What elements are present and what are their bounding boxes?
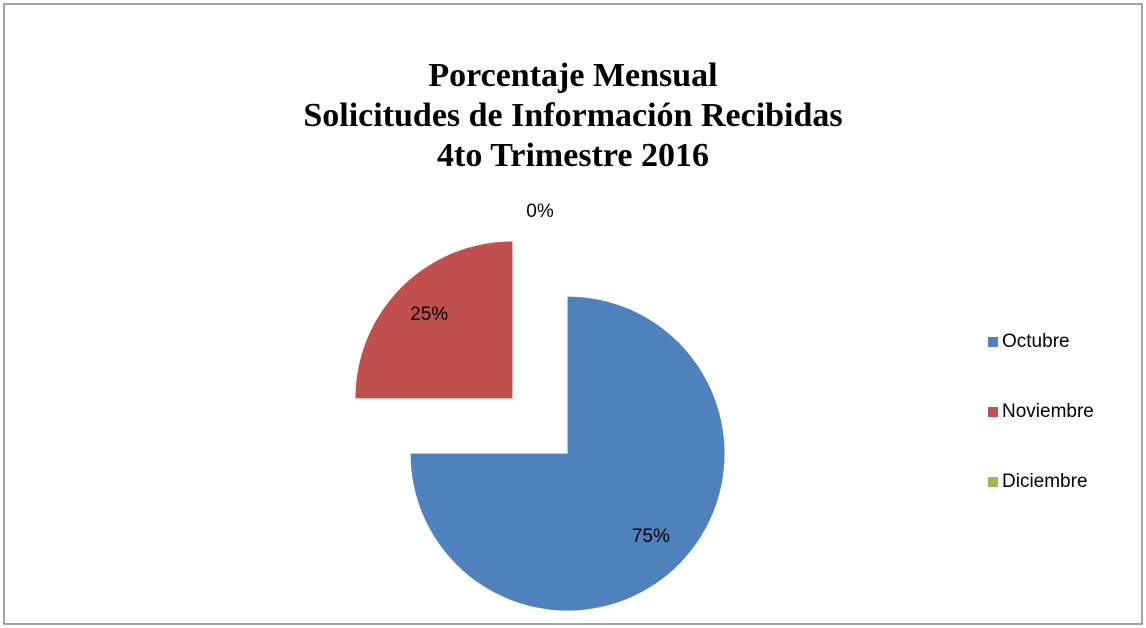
pie-slice	[355, 241, 513, 399]
legend-label: Diciembre	[1002, 471, 1088, 492]
data-label: 25%	[410, 304, 448, 325]
chart-title: Porcentaje Mensual	[428, 57, 717, 94]
chart-title: Solicitudes de Información Recibidas	[303, 97, 842, 134]
legend-swatch	[988, 407, 998, 417]
data-label: 0%	[526, 201, 554, 222]
chart-title: 4to Trimestre 2016	[437, 137, 709, 174]
pie-slice	[410, 296, 725, 611]
legend-swatch	[988, 337, 998, 347]
legend-swatch	[988, 477, 998, 487]
legend-label: Noviembre	[1002, 401, 1094, 422]
data-label: 75%	[632, 526, 670, 547]
legend-label: Octubre	[1002, 331, 1070, 352]
